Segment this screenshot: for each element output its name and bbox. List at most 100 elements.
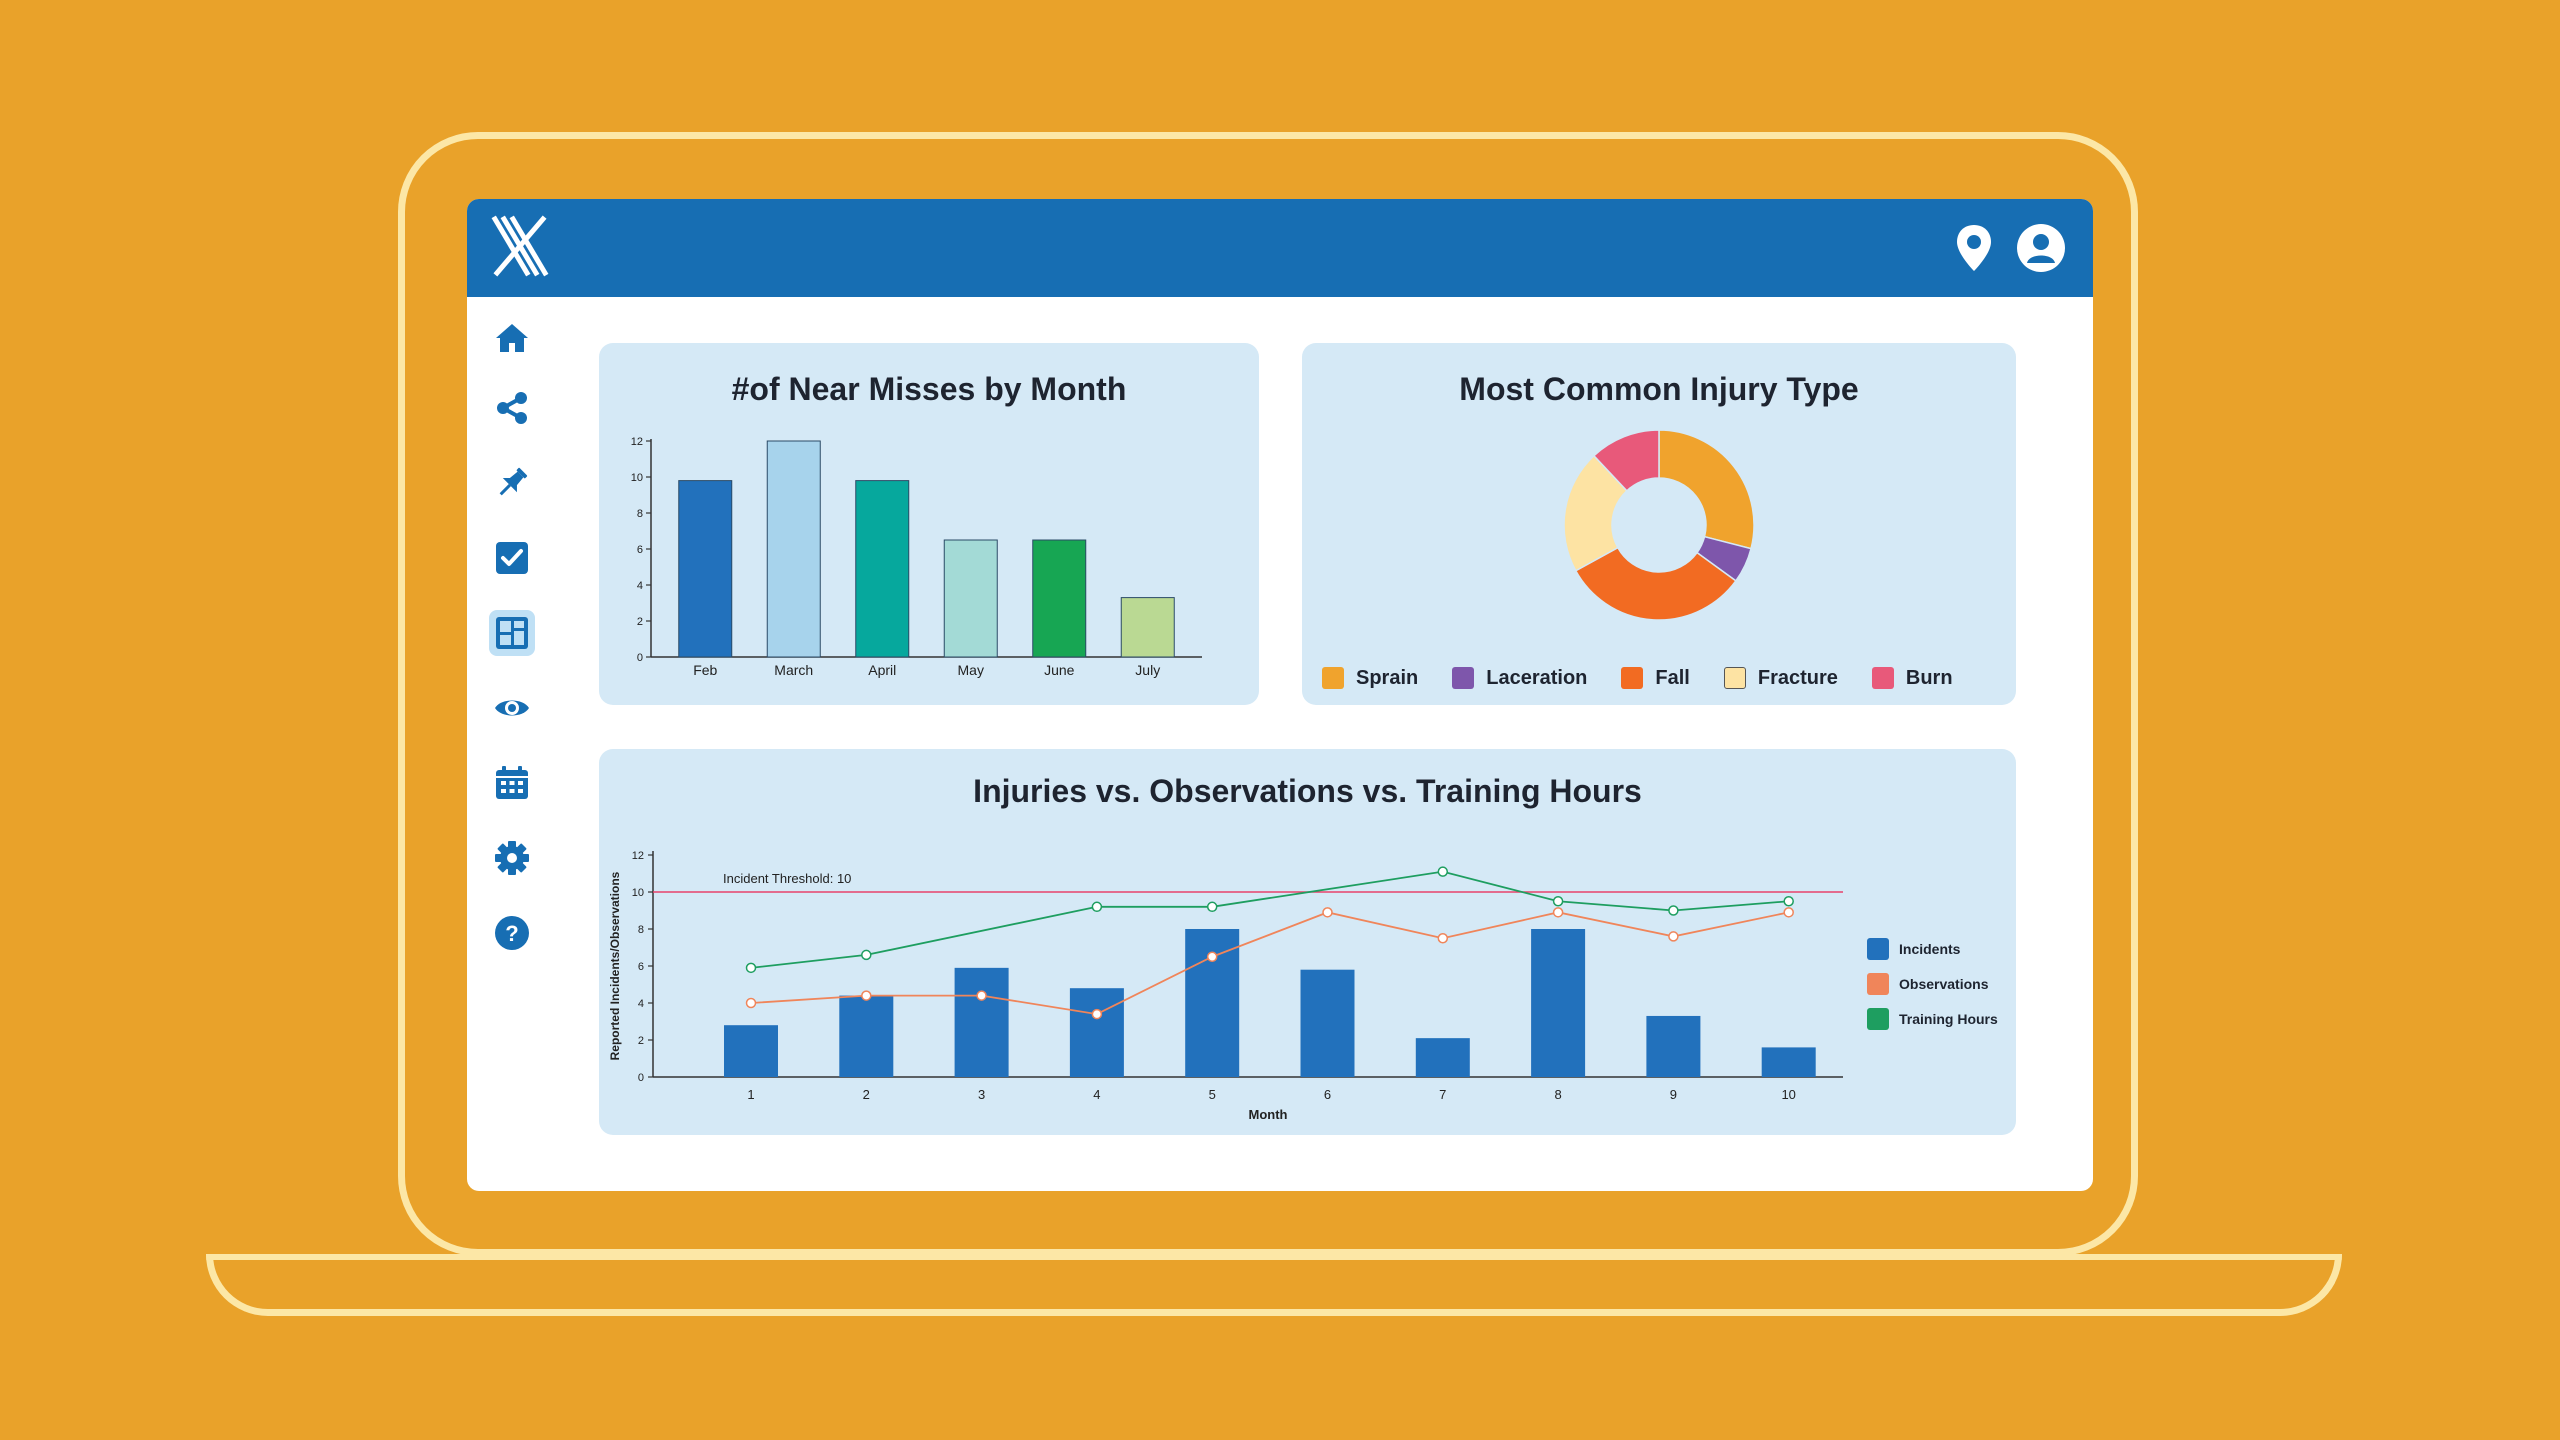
incident-bar	[1415, 1038, 1470, 1077]
x-tick-label: June	[1044, 662, 1075, 678]
calendar-icon	[496, 766, 528, 799]
legend-swatch	[1871, 667, 1894, 689]
series-point	[1783, 907, 1794, 918]
legend-label: Burn	[1905, 666, 1953, 689]
legend-swatch	[1723, 667, 1746, 689]
legend-label: Observations	[1899, 975, 1989, 992]
y-tick-label: 10	[631, 472, 643, 484]
legend-item: Incidents	[1867, 931, 2027, 966]
y-tick-label: 0	[637, 652, 643, 664]
sidebar-item-settings[interactable]	[489, 835, 535, 881]
series-point	[1437, 866, 1449, 877]
legend-label: Sprain	[1356, 666, 1419, 689]
location-pin-icon[interactable]	[1947, 221, 2001, 275]
legend-item: Training Hours	[1867, 1001, 2027, 1036]
x-logo[interactable]	[489, 215, 549, 277]
y-tick-label: 0	[638, 1072, 644, 1084]
series-point	[1668, 931, 1679, 942]
x-tick-label: March	[774, 662, 813, 678]
share-network-icon	[497, 392, 527, 424]
incident-bar	[1531, 929, 1586, 1077]
series-line	[750, 870, 1789, 969]
legend-label: Laceration	[1486, 666, 1588, 689]
user-account-icon[interactable]	[2014, 221, 2068, 275]
x-tick-label: 1	[747, 1087, 754, 1102]
combo-chart-legend: Incidents Observations Training Hours	[1867, 931, 2027, 1036]
y-tick-label: 4	[637, 580, 643, 592]
y-tick-label: 6	[638, 961, 644, 973]
bar	[943, 539, 998, 658]
pushpin-icon	[499, 467, 528, 496]
sidebar-item-calendar[interactable]	[489, 760, 535, 806]
series-point	[1322, 907, 1333, 918]
pie-slice	[1658, 429, 1755, 550]
sidebar-item-home[interactable]	[489, 315, 535, 361]
y-tick-label: 2	[638, 1035, 644, 1047]
x-tick-label: 8	[1554, 1087, 1561, 1102]
x-tick-label: April	[868, 662, 896, 678]
series-point	[976, 990, 987, 1001]
sidebar-item-tasks[interactable]	[489, 535, 535, 581]
y-tick-label: 8	[637, 508, 643, 520]
sidebar-item-dashboard[interactable]	[489, 610, 535, 656]
series-point	[1091, 1008, 1103, 1020]
legend-swatch	[1452, 667, 1475, 689]
laptop-base	[206, 1254, 2342, 1316]
x-tick-label: Feb	[693, 662, 717, 678]
y-tick-label: 6	[637, 544, 643, 556]
sidebar-item-pins[interactable]	[489, 460, 535, 506]
bar	[1120, 597, 1175, 658]
legend-swatch	[1867, 1007, 1889, 1030]
x-tick-label: 2	[863, 1087, 870, 1102]
series-point	[745, 962, 757, 974]
checkbox-icon	[496, 542, 528, 574]
injury-type-title: Most Common Injury Type	[1459, 371, 1859, 407]
series-point	[861, 949, 872, 961]
bar	[1032, 539, 1087, 658]
x-tick-label: July	[1135, 662, 1160, 678]
incident-bar	[1185, 929, 1240, 1077]
x-tick-label: May	[958, 662, 984, 678]
incident-bar	[1761, 1047, 1816, 1077]
sidebar-item-help[interactable]: ?	[489, 910, 535, 956]
series-point	[1552, 907, 1564, 918]
series-point	[745, 997, 757, 1009]
x-tick-label: 3	[978, 1087, 985, 1102]
legend-item: Sprain	[1322, 667, 1418, 690]
legend-swatch	[1322, 667, 1344, 689]
bar	[766, 440, 821, 658]
series-point	[1668, 905, 1679, 916]
bar	[855, 480, 910, 658]
legend-label: Incidents	[1899, 940, 1961, 957]
y-tick-label: 8	[638, 924, 644, 936]
bar	[678, 480, 733, 658]
near-misses-title: #of Near Misses by Month	[731, 371, 1127, 407]
top-bar	[467, 199, 2093, 297]
laptop-lid	[398, 132, 2138, 1256]
incident-bar	[839, 995, 894, 1077]
injury-type-chart	[1563, 429, 1755, 621]
sidebar-item-share[interactable]	[489, 385, 535, 431]
x-tick-label: 5	[1209, 1087, 1216, 1102]
injuries-observations-card: Injuries vs. Observations vs. Training H…	[599, 749, 2016, 1135]
x-tick-label: 4	[1093, 1087, 1100, 1102]
pie-slice	[1592, 429, 1660, 492]
gear-icon	[495, 841, 529, 875]
injuries-observations-title: Injuries vs. Observations vs. Training H…	[973, 773, 1642, 809]
near-misses-card: #of Near Misses by Month 0 2 4 6 8 10 12 Feb Mar…	[599, 343, 1259, 705]
x-axis-label: Month	[1249, 1107, 1288, 1122]
legend-swatch	[1867, 937, 1889, 960]
threshold-label: Incident Threshold: 10	[723, 871, 851, 886]
home-icon	[496, 324, 528, 352]
dashboard-icon	[496, 617, 528, 649]
series-point	[1783, 896, 1794, 907]
legend-swatch	[1867, 972, 1889, 995]
sidebar-item-observations[interactable]	[489, 685, 535, 731]
series-point	[861, 990, 872, 1001]
x-tick-label: 6	[1324, 1087, 1331, 1102]
series-point	[1437, 933, 1449, 944]
legend-label: Training Hours	[1899, 1010, 1998, 1027]
pie-slice	[1574, 546, 1737, 621]
injury-type-card: Most Common Injury Type Sprain Laceration…	[1302, 343, 2016, 705]
legend-label: Fall	[1655, 666, 1690, 689]
